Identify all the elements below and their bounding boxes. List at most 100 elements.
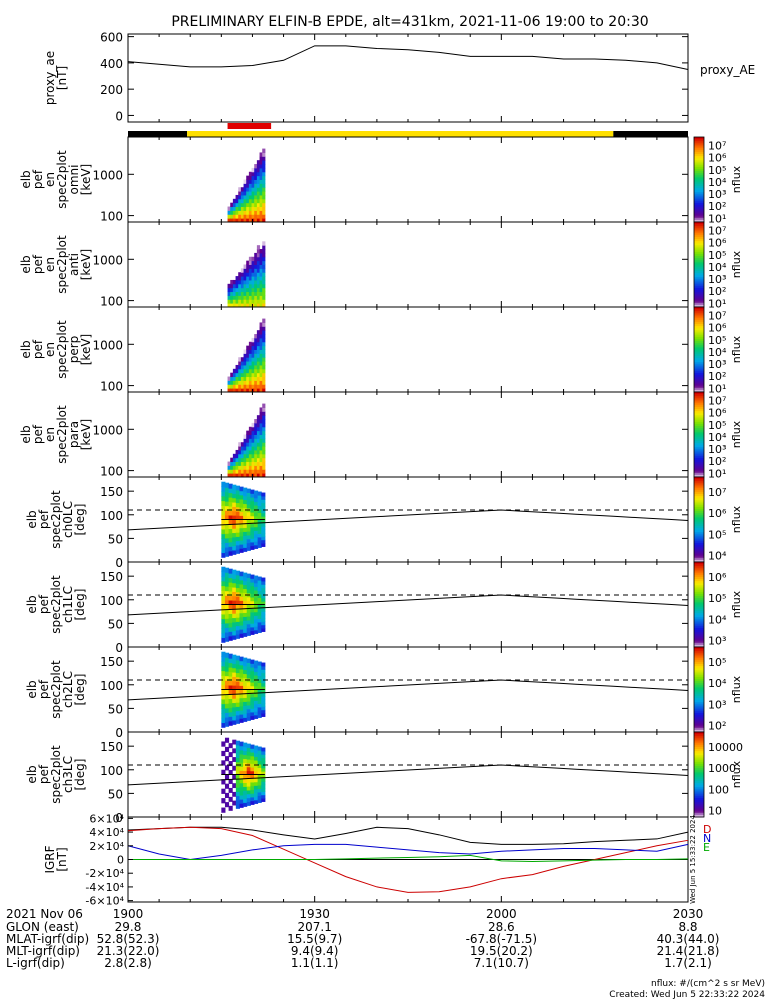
colorbar-cell <box>694 372 704 376</box>
heatmap-cell <box>246 782 251 787</box>
x-tick-label: 1930 <box>299 907 330 921</box>
heatmap-cell <box>254 438 258 443</box>
pa-ch0-heatmap <box>221 481 266 558</box>
heatmap-cell <box>246 218 250 223</box>
heatmap-cell <box>246 689 251 694</box>
colorbar-cell <box>694 277 704 280</box>
heatmap-cell <box>254 508 259 513</box>
heatmap-cell <box>254 526 259 531</box>
heatmap-cell <box>239 486 244 492</box>
heatmap-cell <box>232 303 237 308</box>
heatmap-cell <box>246 538 251 544</box>
heatmap-cell <box>256 175 261 180</box>
heatmap-cell <box>235 279 239 285</box>
heatmap-cell <box>221 708 226 714</box>
heatmap-cell <box>256 376 261 381</box>
heatmap-cell <box>228 501 233 507</box>
colorbar-cell <box>694 746 704 750</box>
heatmap-cell <box>232 591 237 597</box>
heatmap-cell <box>262 473 266 478</box>
heatmap-cell <box>243 384 247 389</box>
colorbar-label: nflux <box>730 590 743 618</box>
heatmap-cell <box>235 461 239 466</box>
heatmap-cell <box>232 497 237 503</box>
heatmap-cell <box>261 529 266 534</box>
heatmap-cell <box>259 191 263 196</box>
heatmap-cell <box>239 540 244 545</box>
heatmap-cell <box>243 750 248 756</box>
heatmap-cell <box>235 804 240 809</box>
heatmap-cell <box>232 218 237 223</box>
heatmap-cell <box>248 461 253 466</box>
heatmap-cell <box>257 495 262 500</box>
heatmap-cell <box>251 337 255 343</box>
heatmap-cell <box>256 434 261 439</box>
heatmap-cell <box>256 171 261 177</box>
heatmap-cell <box>248 303 253 308</box>
colorbar-cell <box>694 670 704 674</box>
heatmap-cell <box>261 587 266 592</box>
heatmap-cell <box>256 299 261 304</box>
heatmap-cell <box>256 167 261 173</box>
colorbar-cell <box>694 540 704 544</box>
y-axis-label: pef <box>31 339 45 359</box>
heatmap-cell <box>228 497 233 503</box>
heatmap-cell <box>256 438 261 443</box>
colorbar-cell <box>694 179 704 183</box>
heatmap-cell <box>256 426 261 432</box>
colorbar-cell <box>694 287 704 291</box>
colorbar-cell <box>694 744 704 748</box>
heatmap-cell <box>221 533 226 539</box>
heatmap-cell <box>232 719 237 725</box>
colorbar-cell <box>694 719 704 722</box>
heatmap-cell <box>257 784 262 789</box>
heatmap-cell <box>257 699 262 704</box>
heatmap-cell <box>243 473 247 478</box>
heatmap-cell <box>262 183 266 188</box>
heatmap-cell <box>261 522 266 527</box>
x-tick-label: 2000 <box>486 907 517 921</box>
colorbar-cell <box>694 296 704 300</box>
heatmap-cell <box>248 446 253 451</box>
colorbar-cell <box>694 638 704 642</box>
heatmap-cell <box>251 376 255 381</box>
heatmap-cell <box>221 632 226 639</box>
heatmap-cell <box>243 198 247 204</box>
heatmap-cell <box>224 661 230 668</box>
y-tick-label: -2×10⁴ <box>85 867 124 880</box>
heatmap-cell <box>224 572 230 578</box>
heatmap-cell <box>227 295 231 300</box>
heatmap-cell <box>243 657 248 663</box>
colorbar-cell <box>694 434 704 438</box>
colorbar-cell <box>694 432 704 436</box>
y-axis-label: [keV] <box>79 164 93 195</box>
colorbar-tick-label: 10¹ <box>708 382 726 395</box>
heatmap-cell <box>254 756 259 761</box>
heatmap-cell <box>240 469 245 474</box>
colorbar-label: nflux <box>730 165 743 193</box>
heatmap-cell <box>228 532 233 538</box>
heatmap-cell <box>246 295 250 300</box>
heatmap-cell <box>246 291 250 296</box>
heatmap-cell <box>254 260 258 265</box>
heatmap-cell <box>256 388 261 393</box>
heatmap-cell <box>240 191 245 196</box>
colorbar-cell <box>694 485 704 489</box>
colorbar-cell <box>694 341 704 344</box>
heatmap-cell <box>230 214 234 219</box>
heatmap-cell <box>254 667 259 672</box>
y-axis-label: [deg] <box>73 504 87 536</box>
heatmap-cell <box>230 469 234 474</box>
heatmap-cell <box>246 674 251 679</box>
heatmap-cell <box>254 368 258 374</box>
y-axis-label: [deg] <box>73 589 87 621</box>
heatmap-cell <box>261 767 266 772</box>
heatmap-cell <box>254 711 259 716</box>
heatmap-cell <box>239 583 244 589</box>
colorbar-cell <box>694 715 704 718</box>
colorbar-cell <box>694 732 704 735</box>
colorbar-cell <box>694 258 704 261</box>
heatmap-cell <box>248 194 253 200</box>
